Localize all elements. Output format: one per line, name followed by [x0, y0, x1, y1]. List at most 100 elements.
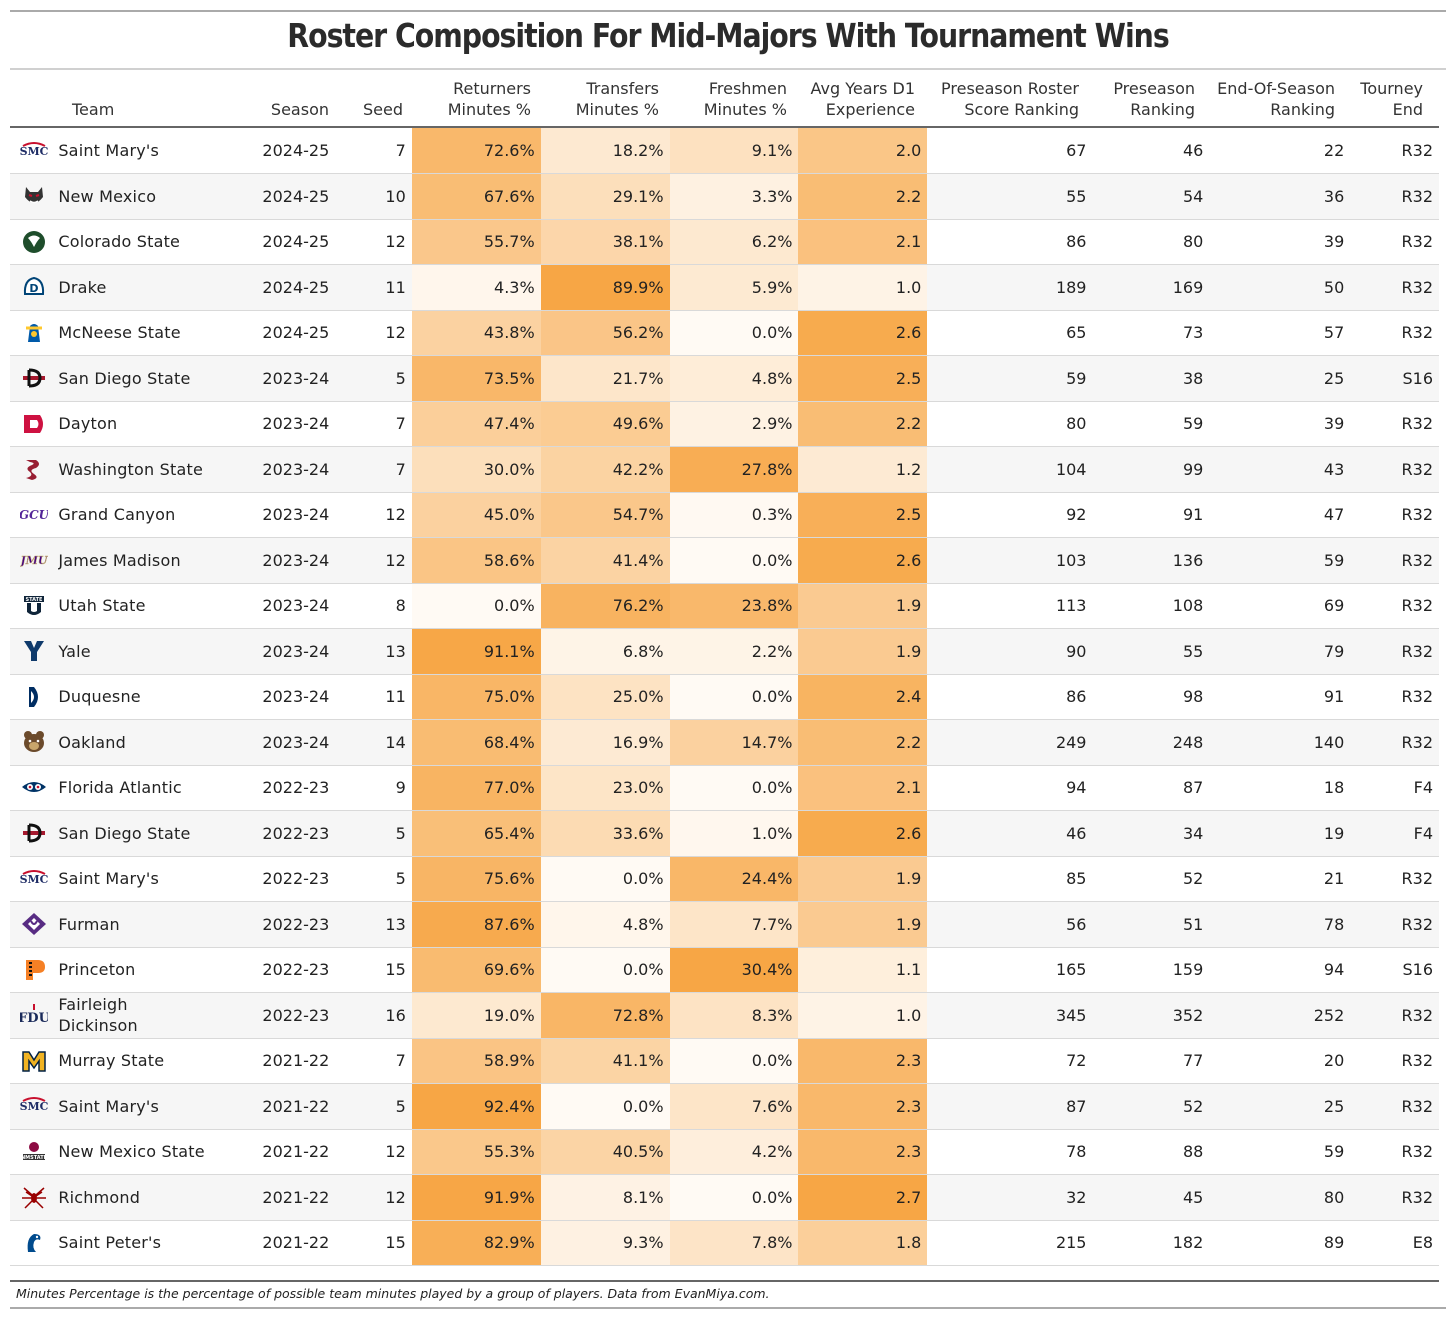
cell-fresh: 23.8% [669, 583, 799, 629]
grizzly-logo-icon [10, 719, 59, 766]
cell-season: 2022-23 [251, 810, 338, 857]
cell-exp: 2.5 [798, 492, 928, 538]
cell-fresh: 27.8% [669, 446, 799, 493]
cell-seed: 15 [337, 1220, 412, 1266]
cell-prs: 249 [927, 719, 1093, 766]
cell-trans: 4.8% [540, 901, 670, 948]
cell-eos: 43 [1209, 446, 1351, 493]
cell-season: 2021-22 [251, 1174, 338, 1221]
cell-eos: 78 [1209, 901, 1351, 948]
cell-trans: 18.2% [540, 128, 670, 174]
cell-pre: 46 [1092, 128, 1210, 174]
cell-seed: 9 [337, 765, 412, 811]
cell-trans: 41.4% [540, 537, 670, 584]
cell-team: Dayton [58, 401, 252, 447]
lobo-logo-icon [10, 173, 59, 220]
cell-exp: 2.5 [798, 355, 928, 402]
cell-prs: 46 [927, 810, 1093, 857]
cell-eos: 140 [1209, 719, 1351, 766]
cell-end: R32 [1350, 264, 1439, 311]
furman-logo-icon [10, 901, 59, 948]
cell-end: R32 [1350, 446, 1439, 493]
cell-eos: 57 [1209, 310, 1351, 356]
spider-logo-icon [10, 1174, 59, 1221]
cell-end: R32 [1350, 1174, 1439, 1221]
cell-seed: 11 [337, 264, 412, 311]
svg-text:SMC: SMC [20, 873, 48, 886]
cell-team: Saint Mary's [58, 856, 252, 902]
cell-eos: 80 [1209, 1174, 1351, 1221]
cell-season: 2023-24 [251, 583, 338, 629]
cell-ret: 65.4% [411, 810, 541, 857]
cell-seed: 14 [337, 719, 412, 766]
cell-team: Saint Mary's [58, 1083, 252, 1130]
table-row: GCU Grand Canyon 2023-24 12 45.0% 54.7% 0.3% 2.… [10, 492, 1439, 538]
svg-text:GCU: GCU [20, 508, 48, 522]
cell-end: R32 [1350, 674, 1439, 720]
table-row: Florida Atlantic 2022-23 9 77.0% 23.0% 0.0% 2.… [10, 765, 1439, 811]
cell-fresh: 0.0% [669, 310, 799, 356]
table-row: San Diego State 2022-23 5 65.4% 33.6% 1.0% 2.6… [10, 810, 1439, 857]
cell-trans: 42.2% [540, 446, 670, 493]
cell-team: San Diego State [58, 810, 252, 857]
cell-prs: 90 [927, 628, 1093, 675]
cell-trans: 8.1% [540, 1174, 670, 1221]
cell-trans: 41.1% [540, 1038, 670, 1084]
gcu-logo-icon: GCU [10, 492, 59, 538]
cowboy-logo-icon [10, 310, 59, 356]
cell-exp: 2.3 [798, 1038, 928, 1084]
cell-eos: 39 [1209, 401, 1351, 447]
nmsu-logo-icon: NMSTATE [10, 1129, 59, 1175]
header-prs: Preseason Roster Score Ranking [941, 79, 1079, 119]
cell-exp: 2.6 [798, 537, 928, 584]
cell-trans: 23.0% [540, 765, 670, 811]
cell-season: 2021-22 [251, 1038, 338, 1084]
cell-prs: 86 [927, 674, 1093, 720]
cell-prs: 86 [927, 219, 1093, 265]
header-rule [10, 126, 1439, 128]
cell-end: R32 [1350, 173, 1439, 220]
cell-seed: 5 [337, 1083, 412, 1130]
cell-fresh: 4.8% [669, 355, 799, 402]
header-pre: Preseason Ranking [1113, 79, 1195, 119]
cell-team: James Madison [58, 537, 252, 584]
cell-prs: 32 [927, 1174, 1093, 1221]
cell-exp: 2.3 [798, 1129, 928, 1175]
cell-prs: 55 [927, 173, 1093, 220]
cell-pre: 182 [1092, 1220, 1210, 1266]
cell-pre: 51 [1092, 901, 1210, 948]
cell-team: McNeese State [58, 310, 252, 356]
cell-ret: 58.9% [411, 1038, 541, 1084]
table-row: Colorado State 2024-25 12 55.7% 38.1% 6.2% 2.1… [10, 219, 1439, 265]
cell-trans: 38.1% [540, 219, 670, 265]
cell-seed: 12 [337, 1129, 412, 1175]
cell-exp: 1.9 [798, 856, 928, 902]
table-row: Richmond 2021-22 12 91.9% 8.1% 0.0% 2.7 32 45 80 R… [10, 1174, 1439, 1221]
cell-team: Colorado State [58, 219, 252, 265]
cell-prs: 92 [927, 492, 1093, 538]
cell-season: 2023-24 [251, 492, 338, 538]
cell-eos: 47 [1209, 492, 1351, 538]
table-row: Duquesne 2023-24 11 75.0% 25.0% 0.0% 2.4 86 98 91… [10, 674, 1439, 720]
cell-eos: 21 [1209, 856, 1351, 902]
cell-ret: 47.4% [411, 401, 541, 447]
cell-exp: 1.0 [798, 992, 928, 1039]
header-trans: Transfers Minutes % [575, 79, 659, 119]
cell-season: 2023-24 [251, 401, 338, 447]
cell-fresh: 7.7% [669, 901, 799, 948]
cell-ret: 77.0% [411, 765, 541, 811]
cell-exp: 1.2 [798, 446, 928, 493]
header-season: Season [270, 100, 329, 119]
ram-logo-icon [10, 219, 59, 265]
cell-seed: 7 [337, 1038, 412, 1084]
cell-season: 2024-25 [251, 310, 338, 356]
cell-season: 2022-23 [251, 992, 338, 1039]
header-exp: Avg Years D1 Experience [810, 79, 915, 119]
cell-pre: 169 [1092, 264, 1210, 311]
cell-end: R32 [1350, 719, 1439, 766]
cell-prs: 215 [927, 1220, 1093, 1266]
cell-fresh: 1.0% [669, 810, 799, 857]
cell-fresh: 5.9% [669, 264, 799, 311]
table-row: McNeese State 2024-25 12 43.8% 56.2% 0.0% 2.6 6… [10, 310, 1439, 356]
cell-team: Duquesne [58, 674, 252, 720]
